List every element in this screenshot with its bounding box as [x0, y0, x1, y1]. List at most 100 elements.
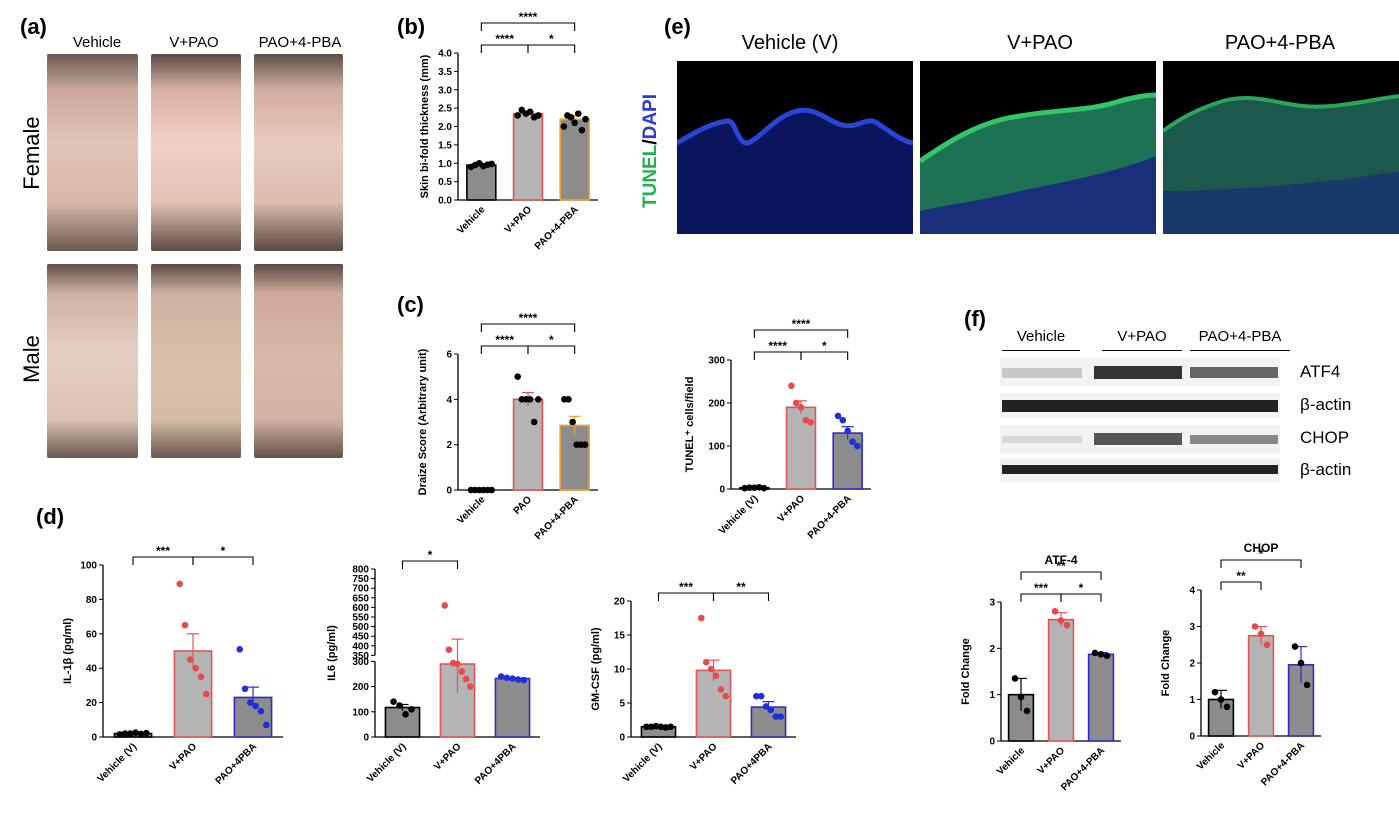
data-point: [753, 692, 760, 700]
data-point: [647, 723, 655, 731]
data-point: [462, 675, 470, 683]
significance-bracket: [1220, 581, 1262, 590]
data-point: [717, 686, 725, 693]
panel-a-label: (a): [20, 14, 47, 39]
data-point: [772, 713, 780, 720]
data-point: [797, 404, 805, 411]
blot-chop: [1000, 425, 1280, 454]
panel-c-label: (c): [397, 292, 424, 317]
data-point: [760, 484, 768, 492]
blot-bactin-1-bands: [1002, 400, 1278, 412]
data-point: [662, 724, 670, 731]
y-tick-label: 2.0: [438, 122, 452, 133]
data-point: [581, 441, 589, 448]
y-tick-label: 0.0: [438, 196, 452, 207]
data-point: [252, 702, 259, 710]
significance-label: ****: [495, 333, 514, 347]
blot-group-paopba: PAO+4-PBA: [1198, 328, 1282, 345]
significance-bracket: [527, 345, 576, 354]
data-point: [574, 110, 582, 117]
significance-bracket: [192, 556, 254, 565]
data-point: [707, 665, 715, 673]
blot-label-atf4: ATF4: [1300, 362, 1341, 381]
data-point: [722, 692, 729, 700]
data-point: [560, 123, 568, 130]
data-point: [241, 685, 249, 693]
significance-label: *: [428, 548, 433, 562]
data-point: [466, 683, 474, 690]
y-tick-label: 60: [86, 629, 98, 640]
data-point: [702, 658, 710, 666]
y-tick-label: 4: [1189, 586, 1195, 597]
panel-a-col-vpao: V+PAO: [169, 34, 219, 51]
significance-label: *: [549, 333, 554, 347]
data-point: [535, 396, 542, 403]
data-point: [777, 713, 784, 720]
data-point: [509, 675, 516, 682]
significance-bracket: [401, 560, 459, 569]
micrograph-paopba: [1163, 61, 1399, 234]
y-axis-label: IL-1β (pg/ml): [62, 618, 74, 684]
y-tick-label: 40: [86, 664, 98, 675]
y-tick-label: 3.0: [438, 85, 452, 96]
data-point: [767, 706, 775, 714]
data-point: [526, 396, 534, 403]
blot-bactin-2-bands: [1002, 465, 1278, 474]
blot-label-bactin-1: β-actin: [1300, 395, 1352, 414]
bar: [1247, 634, 1275, 737]
data-point: [569, 418, 576, 426]
data-point: [408, 705, 415, 713]
blot-label-chop: CHOP: [1300, 428, 1350, 447]
data-point: [667, 723, 674, 731]
data-point: [116, 731, 124, 738]
data-point: [262, 721, 270, 729]
blot-chop-bands: [1002, 433, 1278, 445]
significance-label: *: [1079, 581, 1084, 595]
y-tick-label: 3.5: [438, 67, 452, 78]
y-tick-label: 100: [80, 561, 97, 572]
y-axis-label: Fold Change: [1160, 630, 1172, 697]
data-point: [396, 702, 403, 709]
significance-label: *: [549, 32, 554, 46]
significance-label: ***: [679, 580, 693, 594]
y-tick-label: 200: [352, 682, 369, 693]
photo-female-vpao: [151, 54, 241, 251]
y-tick-label: 4: [446, 395, 452, 406]
y-tick-label: 0: [719, 485, 725, 496]
blot-group-vehicle: Vehicle: [1016, 328, 1066, 345]
data-point: [657, 723, 665, 731]
blot-atf4: [1000, 358, 1280, 387]
data-point: [454, 660, 461, 668]
significance-bracket: [753, 329, 849, 338]
y-tick-label: 0: [446, 486, 452, 497]
significance-label: ****: [495, 32, 514, 46]
data-point: [488, 160, 495, 168]
data-point: [1211, 688, 1219, 696]
significance-label: ***: [156, 544, 170, 558]
y-tick-label: 0: [363, 733, 369, 744]
y-tick-label: 10: [614, 665, 626, 676]
y-tick-label: 700: [352, 584, 369, 595]
data-point: [137, 730, 145, 738]
data-point: [187, 656, 194, 663]
significance-bracket: [800, 351, 849, 360]
y-tick-label: 0: [989, 737, 995, 748]
y-tick-label: 650: [352, 593, 369, 604]
data-point: [571, 119, 578, 127]
y-axis-label: GM-CSF (pg/ml): [590, 627, 602, 710]
y-tick-label: 80: [86, 595, 98, 606]
photo-male-paopba: [254, 264, 343, 458]
bar: [1087, 653, 1115, 742]
bar: [832, 432, 863, 490]
micrograph-paopba-art: [1163, 94, 1399, 234]
y-tick-label: 20: [614, 597, 626, 608]
y-tick-label: 300: [352, 657, 369, 668]
panel-a-col-paopba: PAO+4-PBA: [258, 34, 342, 51]
data-point: [181, 621, 189, 629]
significance-label: *: [221, 544, 226, 558]
significance-bracket: [480, 22, 576, 31]
